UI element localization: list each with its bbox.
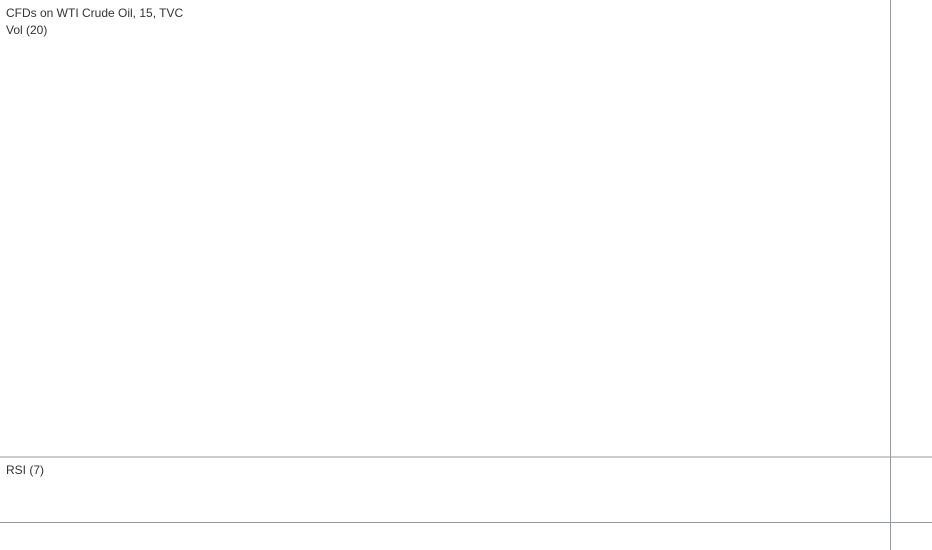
volume-title: Vol (20) [6,23,47,37]
rsi-pane [0,458,890,522]
rsi-title: RSI (7) [6,463,44,477]
chart-title: CFDs on WTI Crude Oil, 15, TVC [6,6,183,20]
